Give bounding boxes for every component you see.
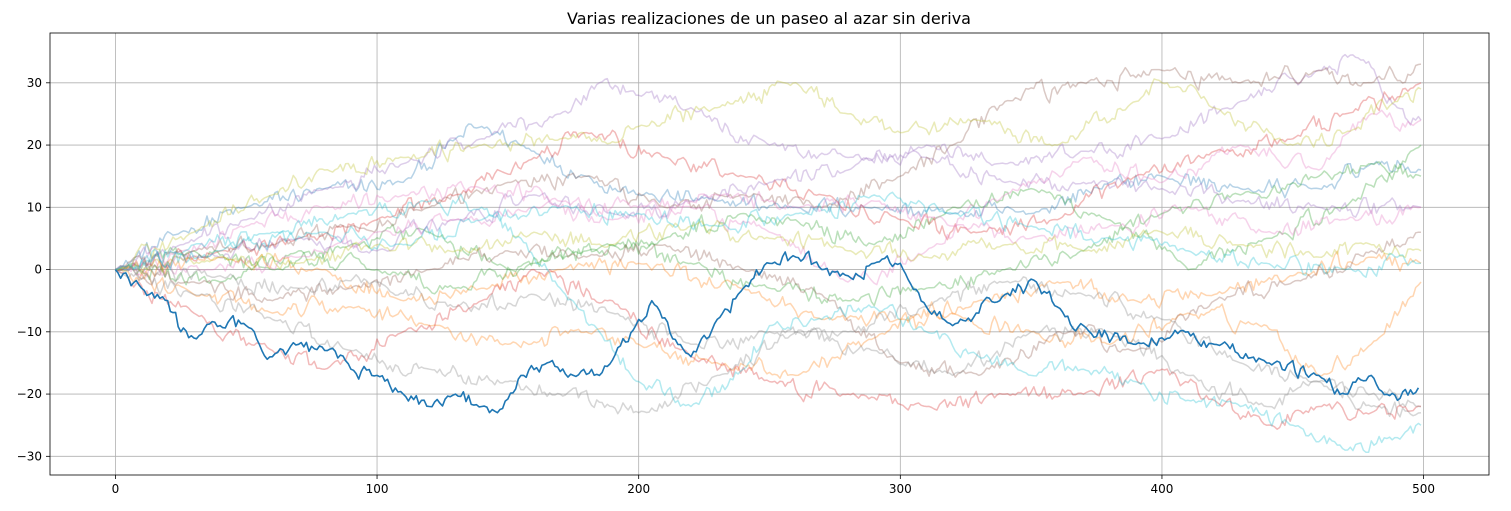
faint-walk-line: [115, 53, 1422, 273]
faint-walk-line: [115, 250, 1422, 327]
faint-walk-line: [115, 263, 1422, 408]
faint-walk-line: [115, 191, 1422, 278]
chart-title: Varias realizaciones de un paseo al azar…: [567, 9, 971, 28]
x-tick-label: 300: [889, 482, 912, 496]
faint-walk-line: [115, 180, 1422, 273]
y-tick-label: −30: [17, 449, 42, 463]
faint-walk-line: [115, 268, 1422, 430]
x-tick-label: 500: [1412, 482, 1435, 496]
faint-walk-line: [115, 82, 1422, 271]
faint-walk-line: [114, 77, 1422, 272]
faint-walk-line: [115, 219, 1422, 275]
grid: [50, 33, 1489, 475]
axes-frame: [49, 32, 1490, 476]
y-tick-label: 10: [27, 200, 42, 214]
faint-walk-line: [115, 144, 1422, 273]
faint-walk-line: [115, 268, 1422, 418]
highlighted-walk-line: [114, 250, 1420, 414]
y-tick-label: 20: [27, 138, 42, 152]
x-tick-label: 200: [627, 482, 650, 496]
faint-walk-line: [115, 193, 1422, 454]
faint-walk-line: [115, 123, 1422, 271]
y-tick-label: −10: [17, 325, 42, 339]
y-tick-label: 0: [34, 263, 42, 277]
faint-walk-line: [115, 161, 1422, 307]
faint-walk-line: [115, 78, 1422, 271]
x-tick-label: 100: [366, 482, 389, 496]
series-group: [114, 53, 1422, 454]
axis-ticks: 0 100 200 300 400 500 −30 −20 −10 0 10 20 30: [17, 76, 1435, 496]
faint-walk-line: [115, 268, 1422, 379]
faint-walk-line: [115, 63, 1422, 272]
faint-walk-line: [115, 109, 1422, 286]
y-tick-label: −20: [17, 387, 42, 401]
x-tick-label: 0: [112, 482, 120, 496]
y-tick-label: 30: [27, 76, 42, 90]
faint-walk-line: [115, 231, 1421, 378]
x-tick-label: 400: [1151, 482, 1174, 496]
